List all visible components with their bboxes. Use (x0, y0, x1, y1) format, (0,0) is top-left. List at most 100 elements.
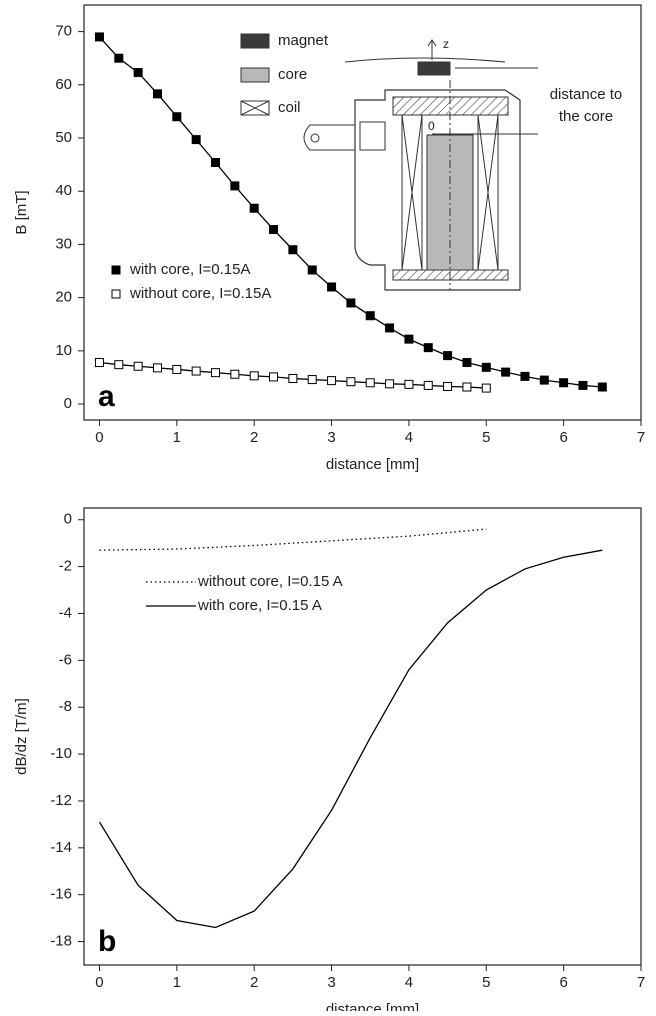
data-point (481, 362, 491, 372)
x-tick-label: 4 (405, 974, 413, 991)
x-tick-label: 1 (173, 429, 181, 446)
data-point (578, 380, 588, 390)
data-point (288, 374, 298, 383)
series-line (98, 549, 603, 929)
data-point (191, 366, 201, 376)
y-tick-label: 40 (55, 182, 72, 199)
data-point (365, 311, 375, 321)
plot-frame (83, 4, 642, 421)
inset-label: core (278, 66, 307, 83)
y-tick-label: 0 (64, 511, 72, 528)
data-point (249, 371, 259, 381)
y-tick-label: -14 (50, 839, 72, 856)
y-tick-label: -18 (50, 933, 72, 950)
housing (354, 89, 521, 291)
data-point (327, 376, 337, 386)
coil-left-cross (401, 114, 423, 271)
x-tick-label: 3 (327, 974, 335, 991)
data-point (249, 203, 259, 213)
data-point (133, 361, 143, 371)
panel-label: a (98, 380, 115, 413)
data-point (172, 112, 182, 122)
data-point (443, 351, 453, 361)
coil-right (477, 114, 499, 271)
data-point (288, 245, 298, 255)
data-point (501, 367, 511, 377)
data-point (269, 372, 279, 382)
data-point (230, 369, 240, 379)
y-tick-label: 60 (55, 76, 72, 93)
x-tick-label: 6 (559, 429, 567, 446)
data-point (152, 89, 162, 99)
inset-label: the core (559, 108, 613, 125)
data-point (443, 381, 453, 391)
y-tick-label: 30 (55, 235, 72, 252)
data-point (327, 282, 337, 292)
data-point (385, 323, 395, 333)
inset-label: 0 (428, 119, 435, 133)
series-line (98, 36, 603, 388)
data-point (307, 375, 317, 385)
x-tick-label: 0 (95, 429, 103, 446)
x-tick-label: 5 (482, 429, 490, 446)
plot-frame (83, 507, 642, 966)
x-tick-label: 3 (327, 429, 335, 446)
data-point (346, 298, 356, 308)
magnet-swatch (240, 33, 270, 49)
inset-schematic (240, 33, 538, 291)
data-point (133, 68, 143, 78)
data-point (597, 382, 607, 392)
inset-label: z (443, 37, 449, 51)
x-axis-title: distance [mm] (326, 1001, 419, 1011)
connector (303, 124, 355, 151)
core-swatch (240, 67, 270, 83)
y-axis-title: dB/dz [T/m] (13, 698, 30, 775)
y-tick-label: 50 (55, 129, 72, 146)
data-point (404, 379, 414, 389)
data-point (114, 53, 124, 63)
coil-swatch-cross (240, 100, 270, 116)
y-tick-label: -10 (50, 745, 72, 762)
magnet (417, 61, 451, 76)
series-line (99, 528, 487, 551)
data-point (481, 383, 491, 393)
y-tick-label: 70 (55, 23, 72, 40)
data-point (269, 225, 279, 235)
x-tick-label: 7 (637, 974, 645, 991)
data-point (559, 378, 569, 388)
y-axis-title: B [mT] (13, 190, 30, 234)
y-tick-label: 0 (64, 395, 72, 412)
x-tick-label: 1 (173, 974, 181, 991)
data-point (462, 358, 472, 368)
legend-label: without core, I=0.15A (129, 285, 271, 302)
data-point (385, 379, 395, 389)
y-tick-label: -6 (59, 651, 72, 668)
x-tick-label: 5 (482, 974, 490, 991)
data-point (191, 135, 201, 145)
x-tick-label: 6 (559, 974, 567, 991)
data-point (211, 368, 221, 378)
data-point (365, 378, 375, 388)
inset-label: coil (278, 99, 301, 116)
legend-label: with core, I=0.15A (129, 261, 250, 278)
data-point (94, 32, 104, 42)
y-tick-label: -2 (59, 558, 72, 575)
y-tick-label: -4 (59, 604, 72, 621)
data-point (307, 265, 317, 275)
data-point (94, 358, 104, 368)
coil-left (401, 114, 423, 271)
data-point (114, 360, 124, 370)
legend-label: with core, I=0.15 A (197, 597, 322, 614)
data-point (520, 371, 530, 381)
data-point (172, 364, 182, 374)
legend-marker (111, 265, 121, 275)
x-tick-label: 4 (405, 429, 413, 446)
data-point (462, 382, 472, 392)
x-tick-label: 0 (95, 974, 103, 991)
y-tick-label: 10 (55, 342, 72, 359)
data-point (404, 334, 414, 344)
z-axis (427, 39, 437, 60)
y-tick-label: -16 (50, 886, 72, 903)
inset-label: distance to (550, 86, 623, 103)
